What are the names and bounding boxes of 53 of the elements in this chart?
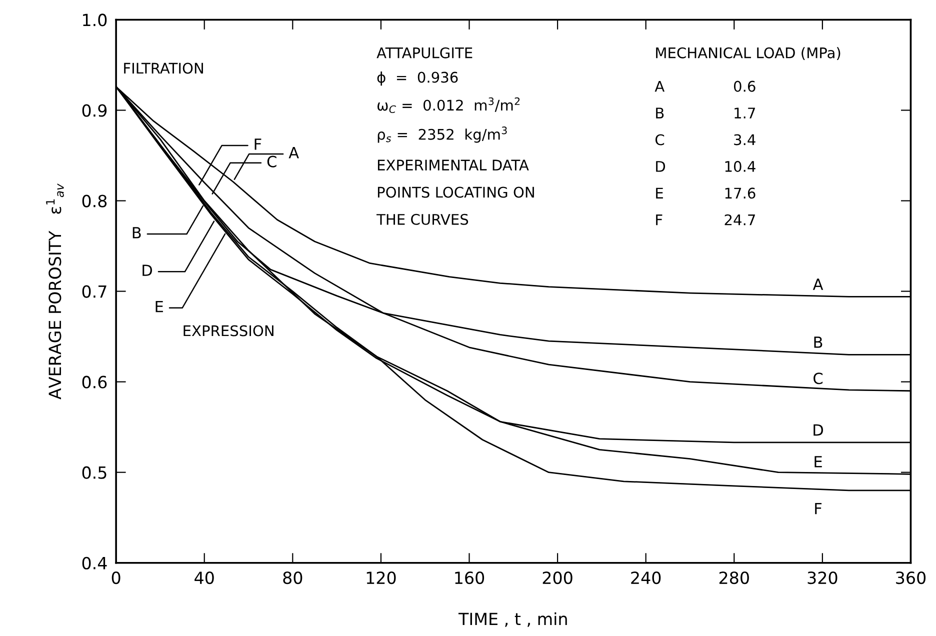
x-tick-label: 80	[283, 571, 302, 584]
annotation: D	[142, 264, 152, 276]
y-tick-label: 1.0	[83, 14, 107, 26]
annotation: 1.7	[734, 108, 755, 118]
x-axis-title: TIME , t , min	[458, 612, 567, 627]
y-tick-label: 0.5	[82, 466, 106, 479]
annotation: EXPERIMENTAL DATA	[378, 160, 529, 170]
annotation: B	[656, 108, 664, 118]
annotation: E	[656, 188, 663, 198]
annotation: B	[132, 227, 141, 238]
annotation: 24.7	[724, 214, 755, 226]
series-label: D	[814, 424, 823, 436]
series-label: B	[814, 336, 822, 348]
y-tick-label: 0.9	[82, 104, 107, 117]
annotation: D	[656, 161, 666, 172]
x-tick-label: 40	[194, 571, 214, 584]
y-tick-label: 0.4	[82, 556, 107, 570]
annotation: FILTRATION	[124, 62, 203, 74]
annotation: C	[267, 156, 276, 168]
y-tick-label: 0.7	[82, 285, 106, 298]
annotation: 17.6	[725, 188, 756, 199]
x-tick-label: 160	[455, 571, 484, 584]
annotation: A	[654, 81, 665, 92]
x-tick-label: 320	[808, 571, 838, 584]
x-tick-label: 0	[112, 571, 120, 584]
y-axis-title: AVERAGE POROSITY ε$^{1}$$_{av}$	[46, 183, 64, 400]
annotation: F	[656, 214, 662, 226]
annotation: C	[655, 134, 664, 146]
series-label: E	[814, 456, 822, 468]
annotation: E	[156, 301, 163, 312]
series-label: C	[814, 372, 823, 384]
series-label: F	[815, 502, 822, 514]
x-tick-label: 200	[542, 571, 572, 584]
y-tick-label: 0.6	[82, 376, 107, 388]
annotation: EXPRESSION	[184, 325, 274, 336]
x-tick-label: 280	[719, 571, 749, 584]
annotation: THE CURVES	[376, 214, 468, 225]
annotation: F	[254, 138, 262, 150]
annotation: 3.4	[734, 134, 756, 146]
annotation: ϕ = 0.936	[377, 72, 458, 86]
x-tick-label: 360	[896, 571, 926, 584]
series-label: A	[812, 278, 824, 290]
annotation: 0.6	[734, 80, 756, 92]
x-tick-label: 240	[631, 571, 661, 584]
x-tick-label: 120	[366, 571, 396, 584]
annotation: ATTAPULGITE	[376, 47, 472, 58]
annotation: 10.4	[725, 160, 756, 172]
annotation: A	[288, 147, 299, 158]
y-tick-label: 0.8	[82, 194, 107, 208]
annotation: POINTS LOCATING ON	[378, 186, 534, 198]
annotation: MECHANICAL LOAD (MPa)	[656, 47, 840, 60]
annotation: ρ$_{s}$ = 2352 kg/m$^{3}$	[378, 126, 507, 143]
annotation: ω$_{C}$ = 0.012 m$^{3}$/m$^{2}$	[378, 97, 520, 114]
